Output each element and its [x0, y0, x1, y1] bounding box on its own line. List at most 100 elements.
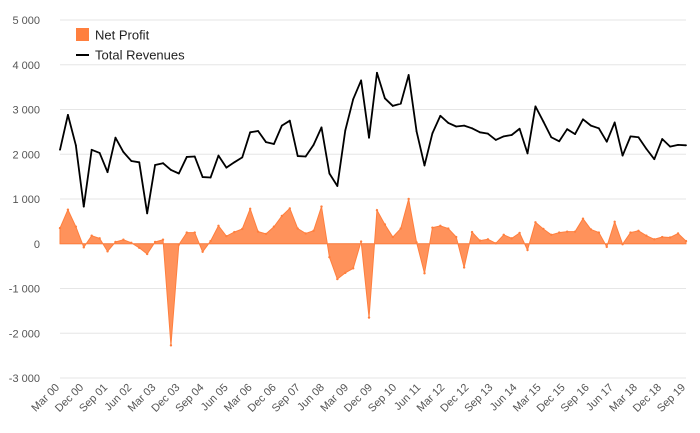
y-tick-label: 3 000 [12, 105, 40, 117]
total-revenues-point [98, 152, 101, 154]
net-profit-point [605, 245, 608, 249]
net-profit-point [344, 271, 347, 275]
net-profit-point [106, 250, 109, 253]
total-revenues-point [431, 132, 434, 135]
total-revenues-point [225, 166, 228, 169]
total-revenues-point [558, 140, 561, 143]
net-profit-point [375, 208, 379, 212]
net-profit-point [161, 238, 165, 241]
gridlines [60, 19, 686, 379]
total-revenues-point [534, 105, 537, 108]
net-profit-point [573, 230, 577, 233]
net-profit-point [550, 233, 553, 236]
total-revenues-point [407, 74, 410, 76]
net-profit-area [59, 198, 687, 346]
y-tick-label: 4 000 [12, 60, 40, 72]
total-revenues-point [114, 136, 117, 139]
total-revenues-point [415, 130, 418, 133]
net-profit-point [74, 225, 78, 228]
total-revenues-point [217, 154, 220, 157]
net-profit-point [336, 277, 339, 281]
net-profit-point [233, 230, 236, 234]
net-profit-point [383, 223, 387, 226]
net-profit-point [526, 248, 529, 252]
net-profit-point [66, 208, 70, 211]
total-revenues-point [447, 122, 450, 124]
total-revenues-point [122, 151, 125, 153]
net-profit-point [98, 237, 101, 240]
y-tick-label: -1 000 [9, 284, 40, 296]
y-tick-label: 1 000 [12, 194, 40, 206]
y-tick-label: 0 [34, 239, 40, 251]
total-revenues-point [574, 133, 576, 136]
net-profit-point [351, 267, 355, 270]
net-profit-point [256, 230, 260, 233]
total-revenues-point [177, 172, 180, 175]
total-revenues-point [288, 119, 291, 122]
total-revenues-point [67, 113, 69, 116]
total-revenues-point [162, 162, 164, 165]
net-profit-point [455, 235, 458, 239]
total-revenues-point [249, 131, 252, 134]
net-profit-point [581, 217, 585, 220]
total-revenues-point [138, 161, 141, 164]
total-revenues-point [479, 131, 481, 134]
total-revenues-point [376, 71, 378, 74]
total-revenues-point [542, 120, 545, 123]
net-profit-point [320, 205, 323, 208]
total-revenues-point [471, 127, 473, 130]
net-profit-point [82, 246, 85, 249]
net-profit-point [122, 238, 125, 241]
total-revenues-point [613, 121, 616, 124]
net-profit-point [431, 226, 434, 229]
net-profit-point [565, 230, 569, 233]
net-profit-point [209, 239, 212, 243]
net-profit-point [676, 232, 680, 235]
net-profit-point [447, 227, 450, 230]
net-profit-area-layer [58, 197, 688, 347]
total-revenues-point [296, 155, 299, 157]
net-profit-point [169, 344, 173, 347]
net-profit-point [668, 236, 672, 239]
total-revenues-point [621, 154, 624, 157]
net-profit-point [359, 240, 363, 243]
total-revenues-point [328, 172, 331, 175]
net-profit-point [534, 221, 537, 224]
total-revenues-point [59, 148, 61, 151]
total-revenues-point [201, 176, 204, 178]
net-profit-point [312, 229, 315, 232]
total-revenues-point [629, 135, 632, 138]
total-revenues-point [90, 148, 93, 151]
net-profit-point [613, 220, 616, 224]
net-profit-point [415, 241, 418, 244]
total-revenues-point [582, 118, 584, 121]
net-profit-point [296, 227, 299, 230]
net-profit-point [217, 224, 220, 228]
net-profit-point [399, 227, 402, 230]
total-revenues-point [257, 130, 260, 132]
y-tick-label: 2 000 [12, 149, 40, 161]
net-profit-point [502, 233, 505, 236]
net-profit-point [518, 231, 521, 235]
net-profit-point [478, 239, 482, 242]
y-tick-label: -3 000 [9, 373, 40, 385]
net-profit-point [185, 231, 188, 234]
net-profit-point [138, 246, 141, 249]
net-profit-point [558, 231, 561, 234]
net-profit-point [589, 228, 593, 231]
total-revenues-point [669, 145, 672, 148]
total-revenues-point [74, 144, 77, 147]
net-profit-point [637, 229, 640, 232]
net-profit-point [661, 235, 664, 239]
total-revenues-point [170, 169, 172, 171]
net-profit-point [90, 234, 93, 237]
total-revenues-point [685, 144, 687, 147]
net-profit-point [145, 252, 149, 256]
total-revenues-point [352, 98, 355, 101]
total-revenues-point [185, 156, 188, 158]
total-revenues-point [273, 143, 275, 145]
net-profit-point [494, 242, 498, 245]
net-profit-point [486, 238, 490, 241]
